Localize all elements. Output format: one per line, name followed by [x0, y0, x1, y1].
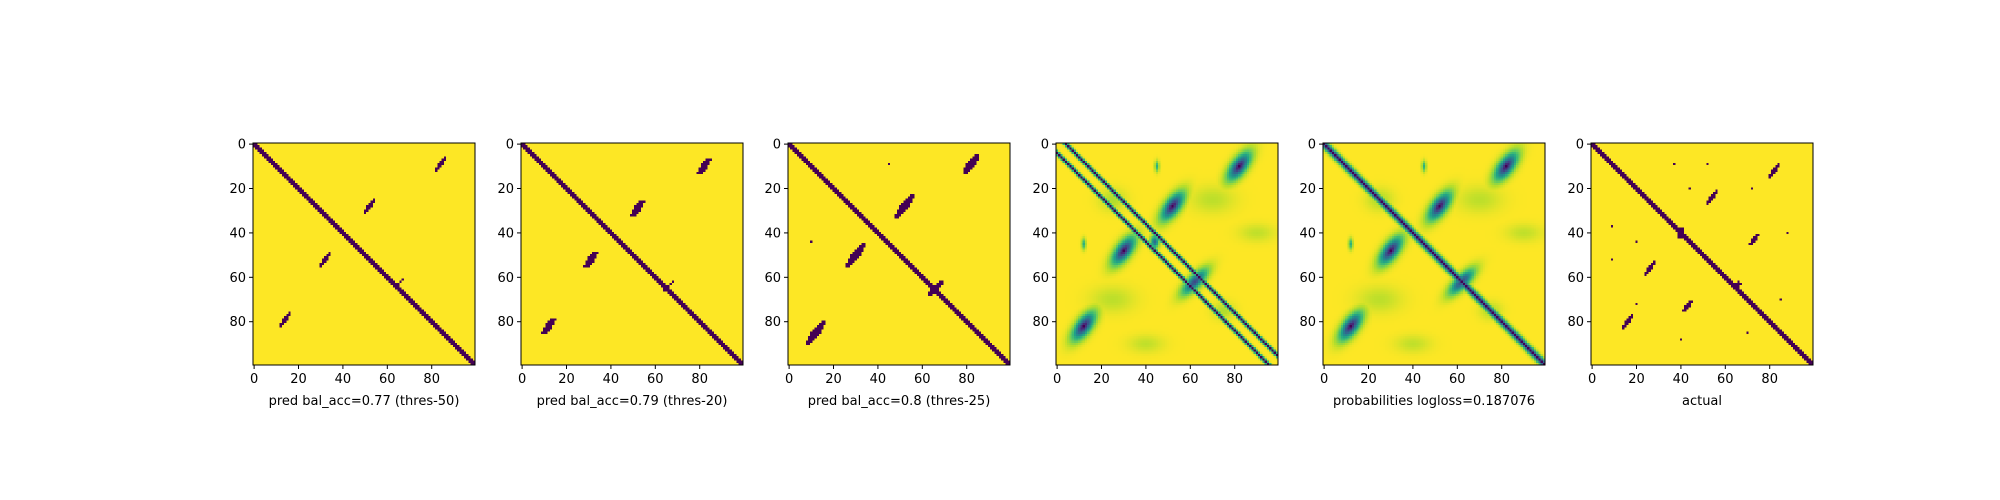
y-tick-label: 80 [764, 315, 781, 330]
axes-frame [787, 142, 1011, 366]
y-tick-label: 60 [1032, 271, 1049, 286]
x-tick-label: 60 [1182, 372, 1199, 387]
y-tick-label: 60 [1567, 271, 1584, 286]
heatmap-panel-6: 0 20 40 60 80 0 20 40 60 80 actual [1567, 138, 1814, 409]
y-tick-label: 0 [1576, 138, 1584, 153]
x-tick-label: 0 [785, 372, 793, 387]
axes-frame [252, 142, 476, 366]
y-tick-label: 0 [238, 138, 246, 153]
panel-caption: pred bal_acc=0.79 (thres-20) [537, 394, 728, 409]
x-tick-label: 20 [1360, 372, 1377, 387]
x-tick-label: 80 [1226, 372, 1243, 387]
x-tick-label: 20 [1628, 372, 1645, 387]
y-tick-label: 20 [497, 182, 514, 197]
heatmap-panel-1: 0 20 40 60 80 0 20 40 60 80 pred bal_acc=0.77 (thr… [229, 138, 476, 409]
y-tick-label: 80 [1299, 315, 1316, 330]
x-tick-label: 60 [379, 372, 396, 387]
x-tick-label: 80 [1493, 372, 1510, 387]
x-tick-label: 40 [1405, 372, 1422, 387]
y-tick-label: 0 [773, 138, 781, 153]
heatmap-panel-2: 0 20 40 60 80 0 20 40 60 80 pred bal_acc=0.79 (thr… [497, 138, 744, 409]
x-tick-label: 60 [1717, 372, 1734, 387]
y-tick-label: 60 [497, 271, 514, 286]
heatmap-panel-5: 0 20 40 60 80 0 20 40 60 80 probabilities logloss=… [1299, 138, 1546, 409]
heatmap-cells [1056, 143, 1278, 365]
x-tick-label: 20 [290, 372, 307, 387]
x-tick-label: 20 [1093, 372, 1110, 387]
y-tick-label: 40 [229, 226, 246, 241]
x-tick-label: 80 [1761, 372, 1778, 387]
panel-caption: actual [1682, 394, 1722, 409]
x-tick-label: 60 [647, 372, 664, 387]
y-tick-label: 40 [1032, 226, 1049, 241]
heatmap-panel-4: 0 20 40 60 80 0 20 40 60 80 [1032, 138, 1279, 387]
y-tick-label: 40 [497, 226, 514, 241]
y-tick-label: 80 [497, 315, 514, 330]
y-tick-label: 0 [506, 138, 514, 153]
x-tick-label: 60 [1449, 372, 1466, 387]
axes-frame [1590, 142, 1814, 366]
axes-frame [520, 142, 744, 366]
y-tick-label: 20 [1032, 182, 1049, 197]
axes-frame [1322, 142, 1546, 366]
axes-frame [1055, 142, 1279, 366]
x-tick-label: 80 [423, 372, 440, 387]
heatmap-cells [1591, 143, 1813, 365]
x-tick-label: 0 [518, 372, 526, 387]
heatmap-cells [253, 143, 475, 365]
y-tick-label: 60 [764, 271, 781, 286]
y-tick-label: 0 [1041, 138, 1049, 153]
y-tick-label: 80 [1567, 315, 1584, 330]
x-tick-label: 40 [335, 372, 352, 387]
y-tick-label: 20 [764, 182, 781, 197]
x-tick-label: 40 [1138, 372, 1155, 387]
x-tick-label: 20 [825, 372, 842, 387]
x-tick-label: 20 [558, 372, 575, 387]
y-tick-label: 80 [229, 315, 246, 330]
x-tick-label: 80 [958, 372, 975, 387]
x-tick-label: 60 [914, 372, 931, 387]
panel-caption: probabilities logloss=0.187076 [1333, 394, 1535, 409]
y-tick-label: 40 [764, 226, 781, 241]
x-tick-label: 40 [870, 372, 887, 387]
x-tick-label: 40 [1673, 372, 1690, 387]
x-tick-label: 0 [1320, 372, 1328, 387]
x-tick-label: 0 [1053, 372, 1061, 387]
y-tick-label: 0 [1308, 138, 1316, 153]
y-tick-label: 20 [1299, 182, 1316, 197]
panel-caption: pred bal_acc=0.8 (thres-25) [808, 394, 991, 409]
y-tick-label: 20 [229, 182, 246, 197]
y-tick-label: 60 [1299, 271, 1316, 286]
heatmap-cells [788, 143, 1010, 365]
x-tick-label: 80 [691, 372, 708, 387]
panel-caption: pred bal_acc=0.77 (thres-50) [269, 394, 460, 409]
heatmap-panel-3: 0 20 40 60 80 0 20 40 60 80 pred bal_acc=0.8 (thre… [764, 138, 1011, 409]
x-tick-label: 40 [603, 372, 620, 387]
y-tick-label: 40 [1567, 226, 1584, 241]
heatmap-cells [1323, 143, 1545, 365]
x-tick-label: 0 [250, 372, 258, 387]
y-tick-label: 20 [1567, 182, 1584, 197]
y-tick-label: 60 [229, 271, 246, 286]
x-tick-label: 0 [1588, 372, 1596, 387]
y-tick-label: 80 [1032, 315, 1049, 330]
y-tick-label: 40 [1299, 226, 1316, 241]
heatmap-cells [521, 143, 743, 365]
